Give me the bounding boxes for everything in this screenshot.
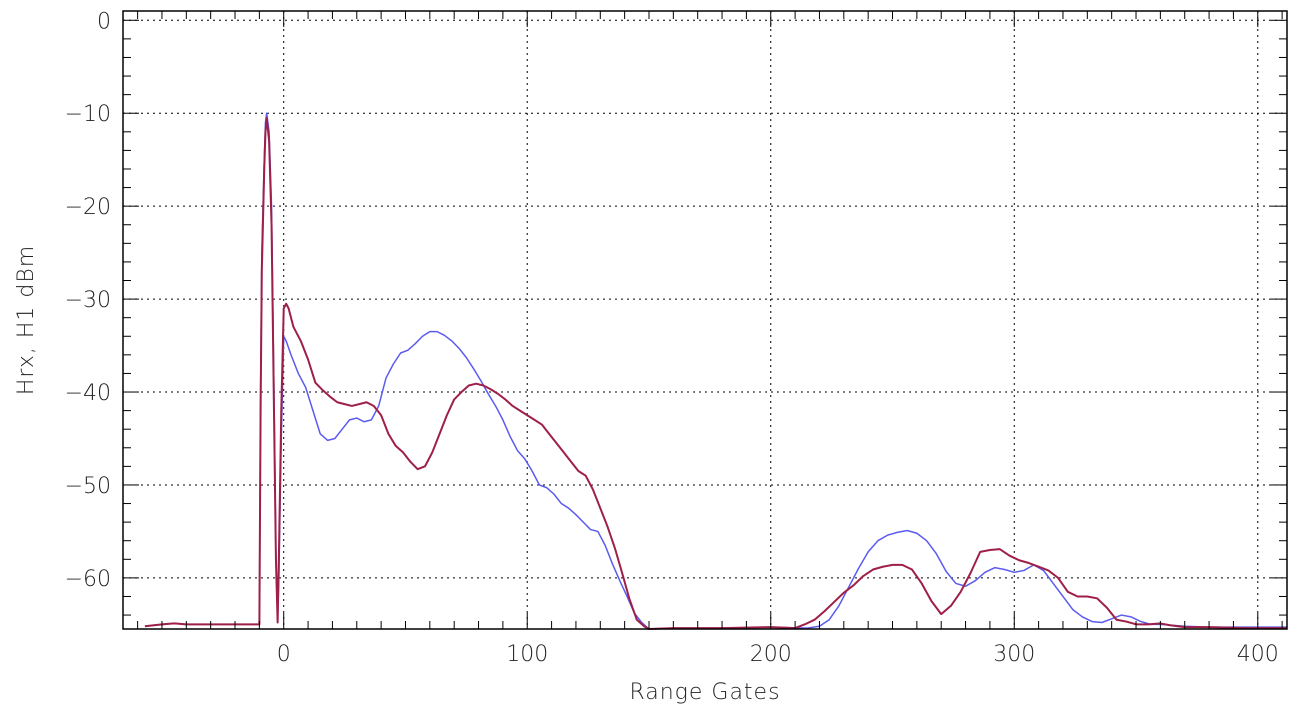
x-tick-label: 300 — [993, 642, 1035, 667]
plot-frame — [122, 10, 1288, 630]
y-axis-label: Hrx, H1 dBm — [14, 245, 39, 395]
y-tick-label: 0 — [97, 9, 111, 34]
y-tick-label: −60 — [65, 567, 111, 592]
y-tick-label: −10 — [65, 102, 111, 127]
x-tick-label: 0 — [277, 642, 291, 667]
series-line-1 — [144, 112, 1287, 630]
x-tick-label: 200 — [750, 642, 792, 667]
y-tick-label: −30 — [65, 288, 111, 313]
y-tick-label: −40 — [65, 381, 111, 406]
series-line-2 — [144, 116, 1287, 630]
series-lines — [144, 112, 1287, 630]
y-tick-label: −20 — [65, 195, 111, 220]
axis-ticks — [123, 11, 1287, 629]
y-tick-label: −50 — [65, 474, 111, 499]
x-tick-labels: 0 100 200 300 400 — [277, 642, 1279, 667]
x-tick-label: 400 — [1237, 642, 1279, 667]
x-axis-label: Range Gates — [629, 680, 780, 705]
y-tick-labels: 0 −10 −20 −30 −40 −50 −60 — [65, 9, 111, 592]
x-tick-label: 100 — [506, 642, 548, 667]
grid-lines — [123, 11, 1287, 629]
